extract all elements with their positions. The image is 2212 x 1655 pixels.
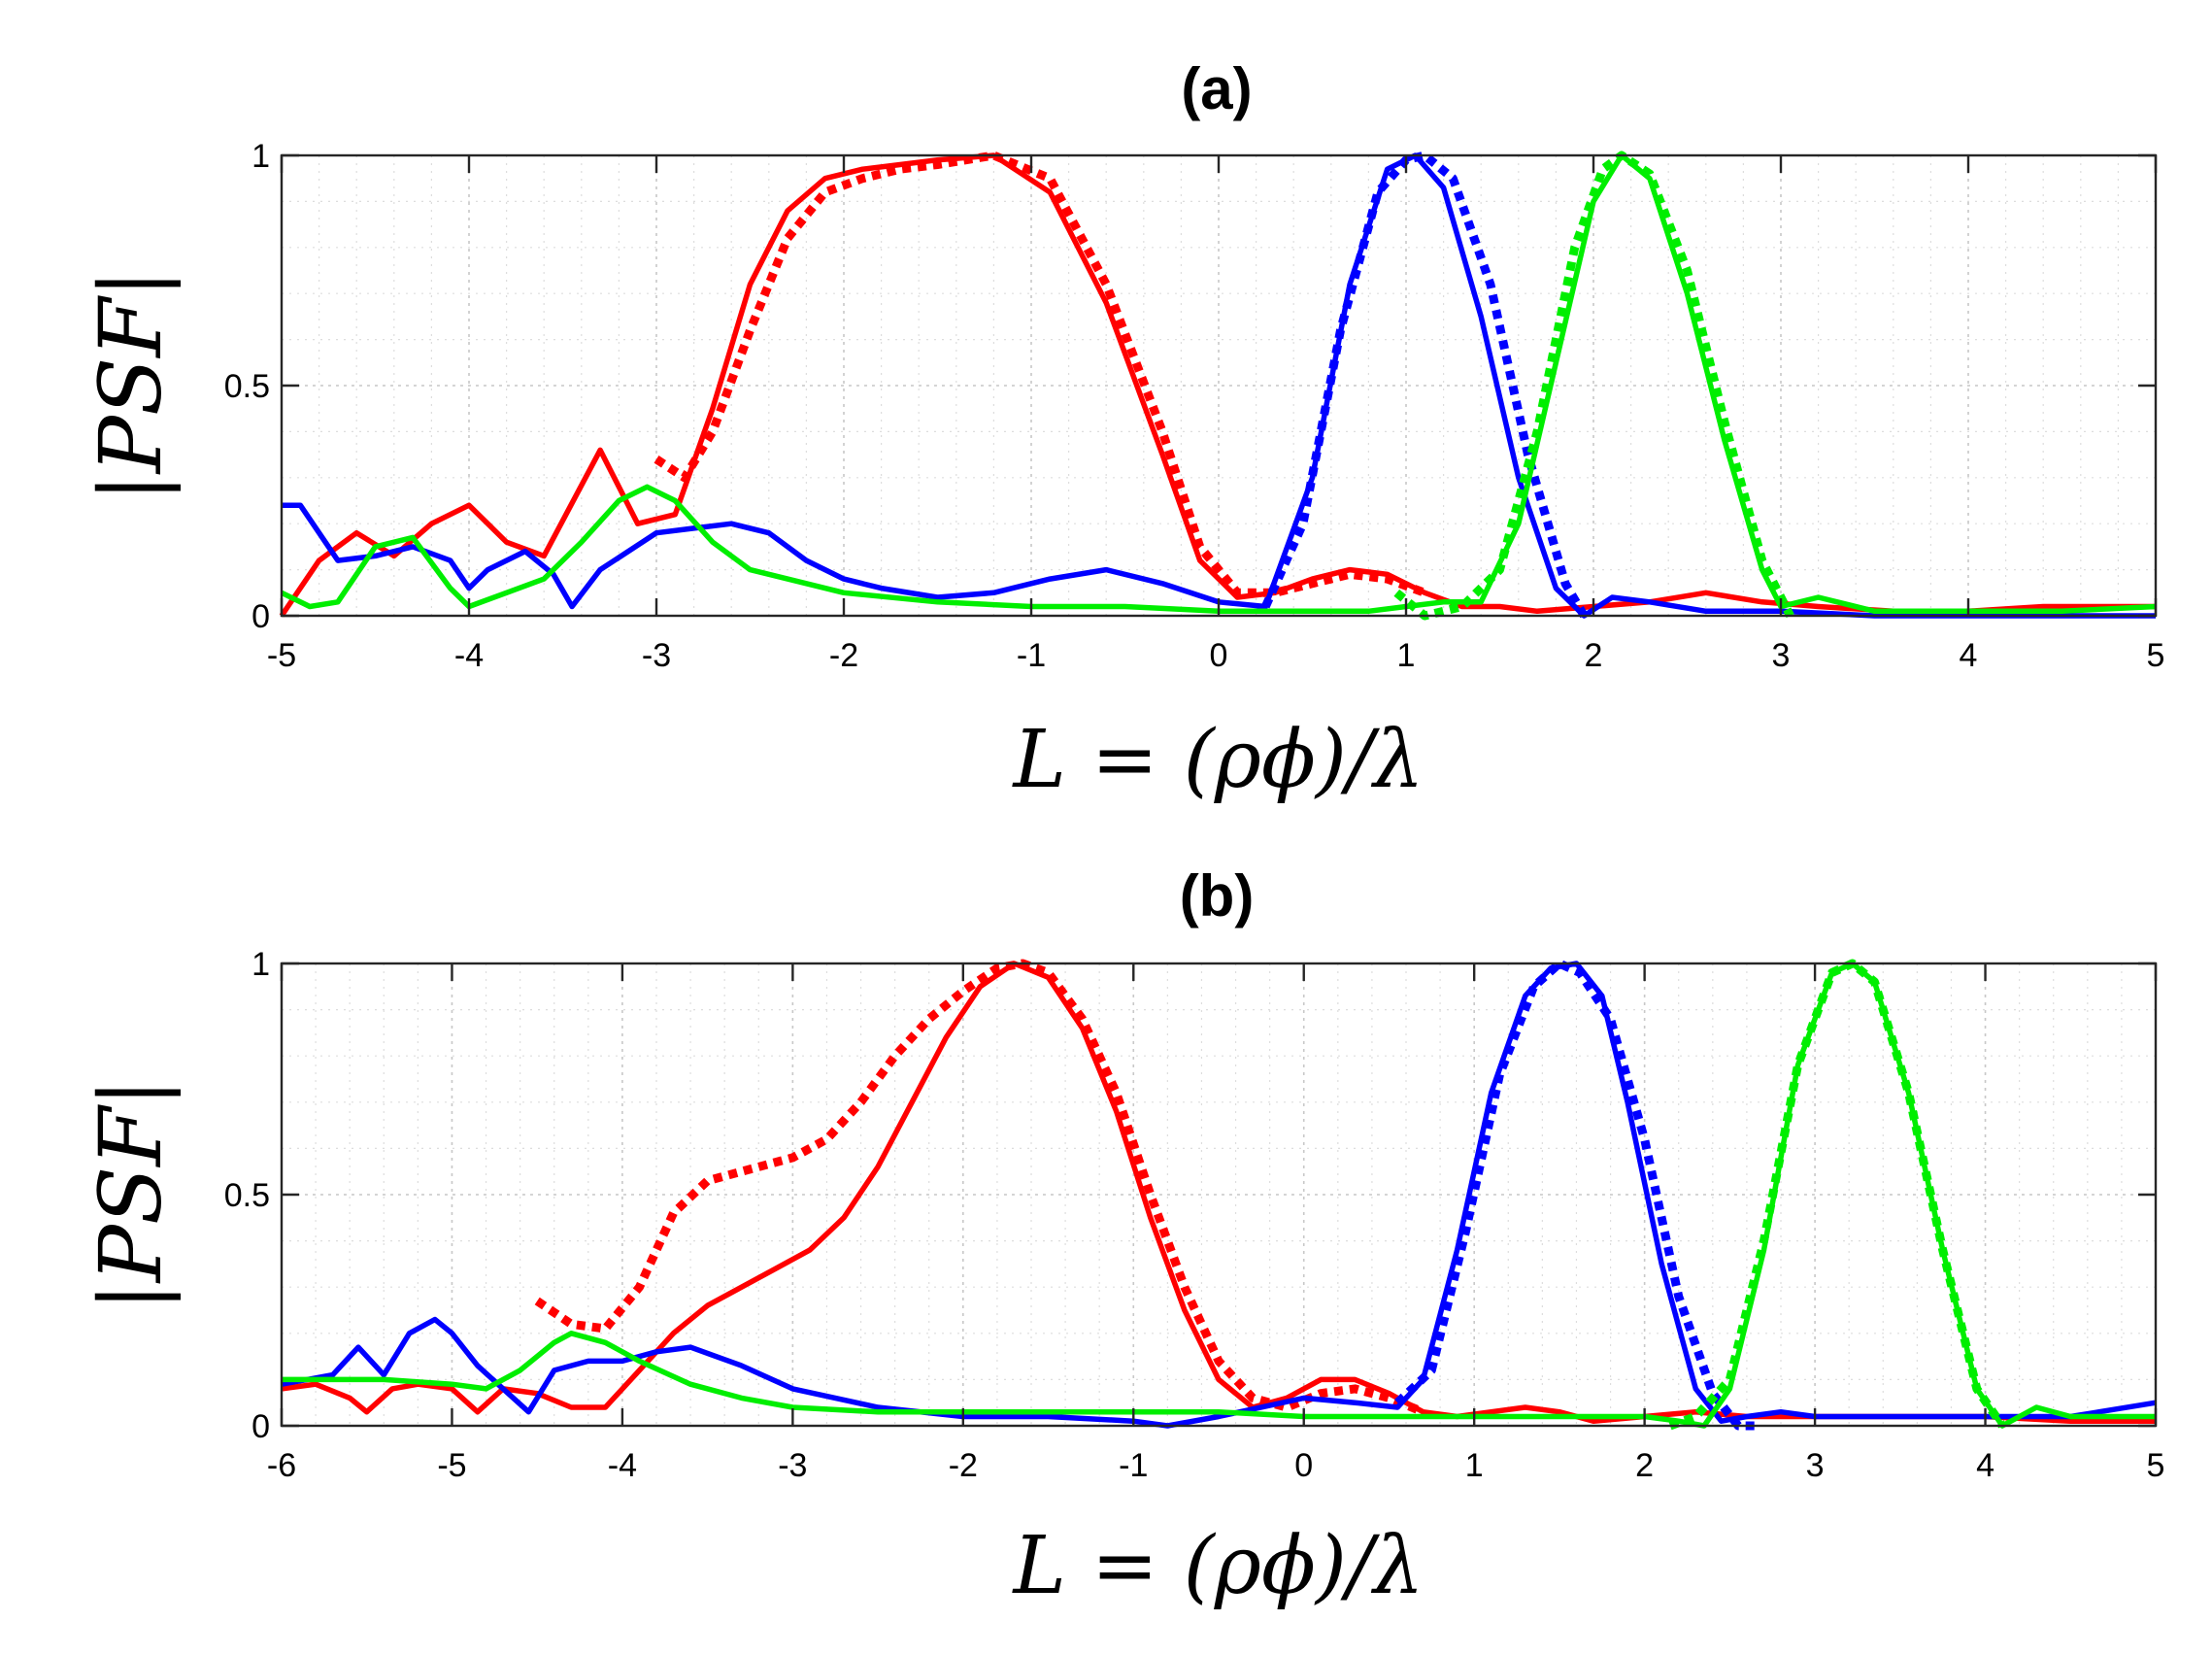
panel-b-ticks: -6 -5 -4 -3 -2 -1 0 1 2 3 4 5 0 0.5 1: [224, 946, 2165, 1484]
panel-b-xtick-label: 3: [1806, 1447, 1825, 1484]
panel-a-ytick-label: 0: [251, 598, 270, 635]
panel-b-xtick-label: -4: [608, 1447, 637, 1484]
panel-a-xtick-label: -4: [454, 637, 484, 674]
panel-b-series-green-dotted: [1668, 959, 2006, 1431]
panel-a-ticks: -5 -4 -3 -2 -1 0 1 2 3 4 5 0 0.5 1: [224, 138, 2165, 674]
panel-a-series-blue-dotted: [1261, 151, 1589, 619]
panel-b-xtick-label: 2: [1635, 1447, 1654, 1484]
panel-b-xtick-label: -5: [437, 1447, 466, 1484]
panel-b-xtick-label: 1: [1465, 1447, 1484, 1484]
panel-a-xtick-label: 2: [1585, 637, 1603, 674]
panel-a-xtick-label: 1: [1397, 637, 1416, 674]
panel-a-xlabel: L = (ρϕ)/λ: [1012, 714, 1424, 806]
panel-a: (a) -5 -4 -3 -2 -1 0 1 2 3 4 5 0 0.5 1 |PSF| L = (ρϕ)…: [81, 56, 2164, 806]
panel-b-ytick-label: 0: [251, 1408, 270, 1445]
panel-b-ytick-label: 0.5: [224, 1177, 270, 1214]
panel-a-xtick-label: -5: [267, 637, 296, 674]
panel-a-xtick-label: -3: [642, 637, 671, 674]
panel-b-xtick-label: 0: [1294, 1447, 1313, 1484]
panel-b-series-blue-dotted: [1394, 959, 1756, 1431]
panel-b-xtick-label: -3: [778, 1447, 807, 1484]
panel-a-ytick-label: 0.5: [224, 368, 270, 405]
panel-a-xtick-label: -1: [1017, 637, 1046, 674]
panel-b-ytick-label: 1: [251, 946, 270, 983]
panel-b-xtick-label: -6: [267, 1447, 296, 1484]
panel-b-xtick-label: 4: [1976, 1447, 1994, 1484]
panel-a-series: [279, 151, 2157, 621]
panel-b-ylabel: |PSF|: [81, 1078, 181, 1311]
panel-a-xtick-label: 0: [1210, 637, 1228, 674]
panel-a-xtick-label: 5: [2147, 637, 2165, 674]
panel-a-ylabel: |PSF|: [81, 269, 181, 502]
panel-a-xtick-label: 4: [1960, 637, 1978, 674]
panel-a-series-blue-solid: [282, 152, 2156, 619]
panel-a-ytick-label: 1: [251, 138, 270, 175]
panel-a-xtick-label: 3: [1772, 637, 1791, 674]
panel-b-xlabel: L = (ρϕ)/λ: [1012, 1520, 1424, 1612]
panel-a-series-green-dotted: [1393, 151, 1794, 621]
panel-a-grid: [281, 154, 2157, 617]
panel-a-series-red-dotted: [654, 151, 1426, 597]
panel-b: (b) -6 -5 -4 -3 -2 -1 0 1 2 3 4 5 0 0.5 1 |PSF| L = (ρ…: [81, 863, 2164, 1612]
panel-b-title: (b): [1180, 863, 1255, 929]
panel-b-xtick-label: -1: [1119, 1447, 1148, 1484]
panel-a-title: (a): [1181, 56, 1252, 121]
panel-a-xtick-label: -2: [829, 637, 858, 674]
panel-a-series-red-solid: [279, 152, 2156, 618]
panel-b-xtick-label: 5: [2147, 1447, 2165, 1484]
panel-b-series-red-dotted: [534, 959, 1425, 1416]
panel-b-series-red-solid: [281, 961, 2156, 1424]
panel-a-series-green-solid: [280, 152, 2157, 615]
panel-b-grid: [281, 963, 2157, 1427]
panel-b-xtick-label: -2: [949, 1447, 978, 1484]
